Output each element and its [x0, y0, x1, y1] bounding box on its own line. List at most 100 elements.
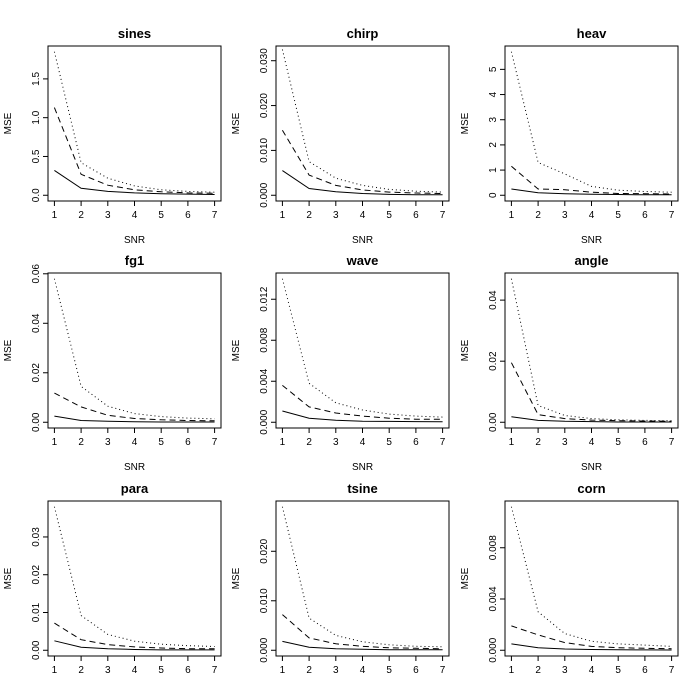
- x-axis-label: SNR: [124, 462, 145, 473]
- y-tick-label: 0.008: [259, 327, 270, 352]
- series-line-dotted: [53, 506, 215, 647]
- plot-frame: [504, 45, 679, 202]
- series-line-dashed: [54, 622, 215, 650]
- y-tick-label: 4: [488, 91, 499, 97]
- x-tick-label: 6: [413, 665, 419, 676]
- series-line-solid: [511, 416, 672, 423]
- y-tick-label: 0.00: [488, 412, 499, 432]
- chart-title: fg1: [125, 253, 145, 268]
- x-tick-label: 4: [360, 665, 366, 676]
- chart-title: chirp: [347, 26, 379, 41]
- x-tick-label: 7: [669, 665, 675, 676]
- x-tick-label: 1: [52, 210, 58, 221]
- y-tick-label: 0.06: [31, 264, 42, 284]
- x-tick-label: 3: [105, 665, 111, 676]
- y-tick-label: 0.02: [31, 363, 42, 383]
- y-tick-label: 0.00: [31, 640, 42, 660]
- x-tick-label: 2: [535, 665, 541, 676]
- x-axis-label: SNR: [352, 235, 373, 246]
- series-line-dashed: [281, 129, 443, 194]
- x-axis-label: SNR: [581, 462, 602, 473]
- x-tick-label: 1: [280, 665, 286, 676]
- series-line-solid: [282, 170, 443, 196]
- x-tick-label: 3: [562, 210, 568, 221]
- x-tick-label: 4: [360, 437, 366, 448]
- y-axis-label: MSE: [3, 339, 14, 361]
- y-tick-label: 5: [488, 66, 499, 72]
- x-tick-label: 6: [185, 210, 191, 221]
- plot-frame: [275, 272, 450, 429]
- series-line-dotted: [281, 278, 443, 418]
- y-tick-label: 1: [488, 167, 499, 173]
- y-axis-label: MSE: [231, 567, 242, 589]
- y-tick-label: 1.0: [31, 110, 42, 124]
- x-tick-label: 1: [509, 437, 515, 448]
- series-line-solid: [511, 643, 672, 651]
- y-axis-label: MSE: [231, 339, 242, 361]
- y-tick-label: 0.000: [259, 637, 270, 662]
- plot-frame: [47, 500, 222, 657]
- x-tick-label: 4: [132, 665, 138, 676]
- x-tick-label: 3: [333, 665, 339, 676]
- chart-title: sines: [118, 26, 151, 41]
- y-tick-label: 0.020: [259, 538, 270, 563]
- x-tick-label: 2: [306, 437, 312, 448]
- x-tick-label: 4: [589, 210, 595, 221]
- series-line-dotted: [281, 49, 443, 193]
- series-line-solid: [54, 640, 215, 651]
- x-tick-label: 5: [386, 437, 392, 448]
- x-tick-label: 6: [413, 437, 419, 448]
- series-line-solid: [54, 169, 215, 195]
- series-line-dotted: [53, 51, 215, 193]
- x-tick-label: 2: [78, 665, 84, 676]
- y-tick-label: 0.000: [259, 182, 270, 207]
- y-tick-label: 0.010: [259, 137, 270, 162]
- chart-title: para: [121, 481, 149, 496]
- plot-frame: [47, 272, 222, 429]
- x-tick-label: 6: [185, 437, 191, 448]
- y-tick-label: 0.020: [259, 93, 270, 118]
- series-line-solid: [511, 188, 672, 196]
- chart-title: heav: [577, 26, 607, 41]
- x-tick-label: 7: [669, 210, 675, 221]
- x-tick-label: 6: [413, 210, 419, 221]
- x-tick-label: 6: [642, 665, 648, 676]
- chart-panel-fg1: fg1 1 2 3 4 5 6 7 SNR 0.00 0.02 0.04 0.06 MSE: [3, 253, 222, 473]
- x-tick-label: 6: [185, 665, 191, 676]
- chart-title: wave: [346, 253, 379, 268]
- series-line-solid: [54, 415, 215, 423]
- y-tick-label: 0.02: [31, 565, 42, 585]
- x-axis-label: SNR: [352, 462, 373, 473]
- series-line-dashed: [511, 625, 672, 650]
- chart-panel-sines: sines 1 2 3 4 5 6 7 SNR 0.0 0.5 1.0 1.5 MSE: [3, 26, 222, 246]
- x-tick-label: 4: [589, 665, 595, 676]
- y-tick-label: 2: [488, 142, 499, 148]
- y-axis-label: MSE: [460, 112, 471, 134]
- y-axis-label: MSE: [3, 112, 14, 134]
- x-tick-label: 3: [562, 665, 568, 676]
- plot-frame: [504, 272, 679, 429]
- x-tick-label: 7: [440, 437, 446, 448]
- x-tick-label: 7: [212, 665, 218, 676]
- series-line-dotted: [53, 278, 215, 420]
- x-tick-label: 1: [280, 437, 286, 448]
- x-tick-label: 3: [562, 437, 568, 448]
- y-tick-label: 0.008: [488, 535, 499, 560]
- plot-frame: [47, 45, 222, 202]
- x-tick-label: 5: [615, 665, 621, 676]
- series-line-solid: [282, 410, 443, 423]
- x-tick-label: 5: [615, 210, 621, 221]
- y-axis-label: MSE: [231, 112, 242, 134]
- y-tick-label: 0.02: [488, 351, 499, 371]
- x-tick-label: 1: [52, 665, 58, 676]
- series-line-dashed: [510, 362, 672, 422]
- x-tick-label: 4: [360, 210, 366, 221]
- x-tick-label: 6: [642, 437, 648, 448]
- x-tick-label: 2: [78, 437, 84, 448]
- y-tick-label: 0: [488, 192, 499, 198]
- series-line-dashed: [53, 107, 215, 194]
- y-tick-label: 0.010: [259, 588, 270, 613]
